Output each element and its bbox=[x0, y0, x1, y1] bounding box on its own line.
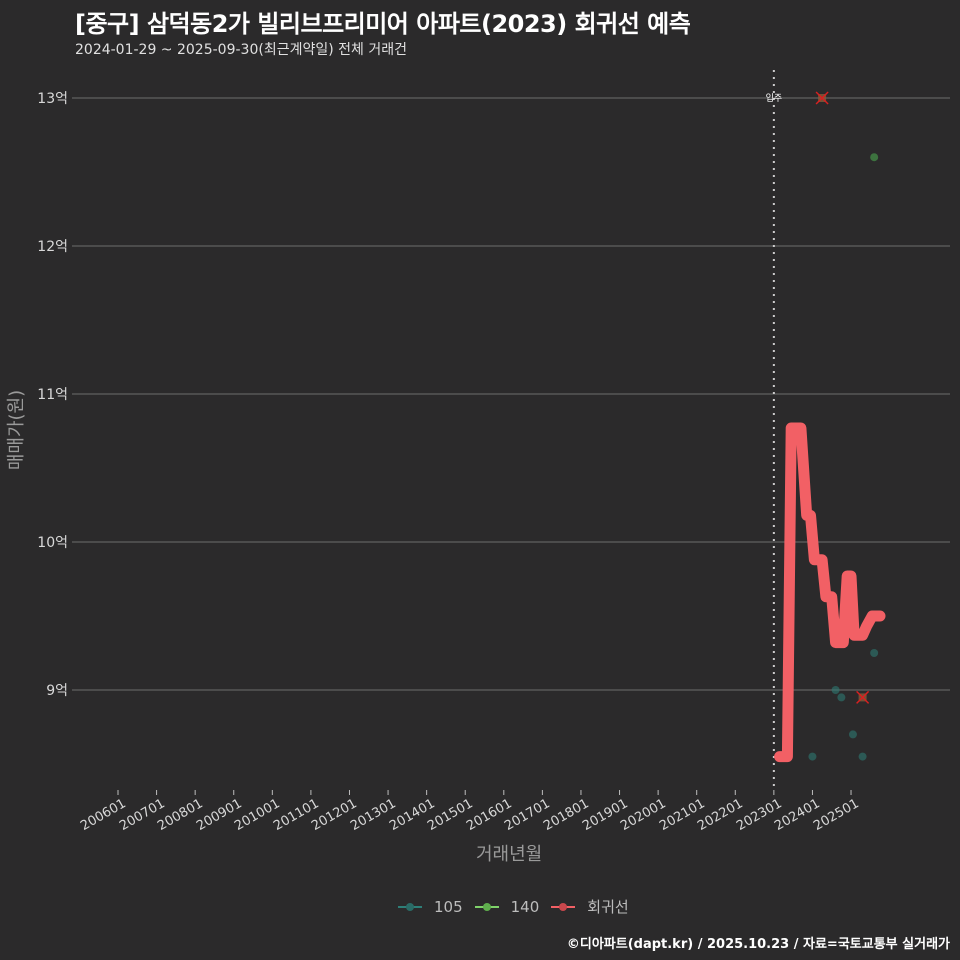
chart-subtitle: 2024-01-29 ~ 2025-09-30(최근계약일) 전체 거래건 bbox=[75, 42, 407, 58]
regression-line bbox=[774, 422, 886, 763]
outlier-markers bbox=[815, 91, 870, 704]
y-axis-title: 매매가(원) bbox=[6, 389, 27, 471]
y-tick-label: 10억 bbox=[37, 535, 68, 551]
legend-label-regression: 회귀선 bbox=[587, 898, 629, 916]
x-axis-title: 거래년월 bbox=[476, 844, 543, 865]
y-tick-label: 9억 bbox=[46, 683, 68, 699]
legend-label-140: 140 bbox=[510, 897, 540, 916]
y-tick-label: 12억 bbox=[37, 239, 68, 255]
legend-key-140-icon bbox=[474, 901, 499, 913]
data-points bbox=[808, 153, 879, 761]
legend-key-regression-icon bbox=[551, 901, 576, 913]
y-tick-label: 13억 bbox=[37, 91, 68, 107]
chart-title: [중구] 삼덕동2가 빌리브프리미어 아파트(2023) 회귀선 예측 bbox=[75, 10, 691, 38]
legend-key-105-icon bbox=[398, 901, 422, 913]
legend-item-105: 105 bbox=[398, 898, 463, 916]
footer-credit: ©디아파트(dapt.kr) / 2025.10.23 / 자료=국토교통부 실… bbox=[566, 937, 950, 952]
legend-item-140: 140 bbox=[474, 897, 540, 916]
grid-lines bbox=[72, 97, 950, 691]
x-axis-ticks bbox=[117, 790, 852, 795]
legend: 105 140 회귀선 bbox=[398, 896, 641, 917]
legend-item-regression: 회귀선 bbox=[551, 896, 629, 917]
move-in-label: 입주 bbox=[766, 92, 783, 104]
legend-label-105: 105 bbox=[434, 897, 463, 916]
y-tick-label: 11억 bbox=[37, 387, 68, 403]
